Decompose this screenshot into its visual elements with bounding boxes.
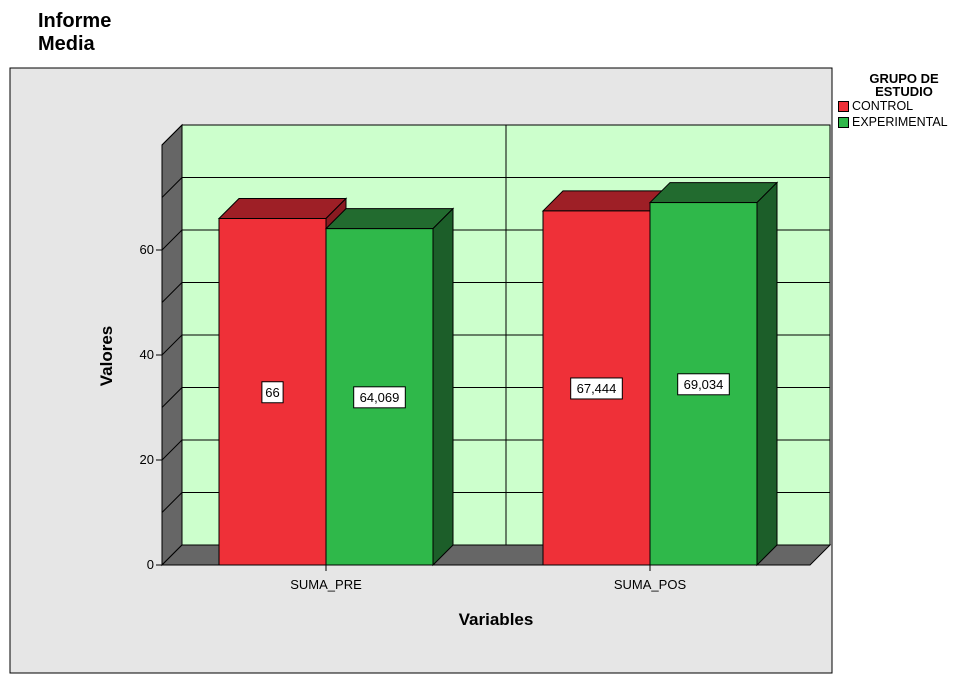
data-label-suma-pre-experimental: 64,069 [360, 390, 400, 405]
bar-top-suma-pre-control [217, 198, 348, 219]
x-axis-title: Variables [459, 610, 534, 629]
y-axis-title: Valores [97, 326, 116, 387]
legend-label-experimental: EXPERIMENTAL [852, 115, 948, 129]
legend-title-line1: GRUPO DE [869, 71, 939, 86]
gridline-side-minor-30 [161, 387, 183, 408]
gridline-side-minor-70 [161, 177, 183, 198]
page-title-line1: Informe [38, 10, 112, 32]
legend-item-experimental: EXPERIMENTAL [838, 114, 976, 130]
page-title-line2: Media [38, 33, 95, 55]
x-tick-label-suma-pos: SUMA_POS [614, 577, 687, 592]
y-tick-label: 20 [140, 452, 154, 467]
data-label-suma-pre-control: 66 [265, 385, 279, 400]
data-label-box-suma-pre-experimental [353, 386, 406, 409]
gridline-side-60 [161, 229, 183, 251]
legend-label-control: CONTROL [852, 99, 914, 113]
bar-top-suma-pos-experimental [648, 182, 779, 204]
x-tick-label-suma-pre: SUMA_PRE [290, 577, 362, 592]
page-title: Informe Media [38, 10, 111, 56]
y-tick-label: 60 [140, 242, 154, 257]
data-label-box-suma-pos-experimental [677, 373, 730, 396]
legend-swatch-experimental [838, 116, 849, 128]
data-label-suma-pos-experimental: 69,034 [684, 377, 724, 392]
legend-item-control: CONTROL [838, 98, 976, 114]
gridline-side-minor-10 [161, 492, 183, 513]
legend-swatch-control [838, 100, 849, 112]
gridline-side-40 [161, 334, 183, 356]
gridline-side-80 [161, 124, 183, 146]
bar-top-suma-pre-experimental [324, 208, 455, 230]
legend-title: GRUPO DE ESTUDIO [836, 72, 972, 98]
gridline-side-20 [161, 439, 183, 461]
bar-side-suma-pos-experimental [756, 181, 778, 567]
data-label-box-suma-pos-control [570, 377, 623, 400]
bar-side-suma-pre-experimental [432, 207, 454, 567]
y-tick-label: 40 [140, 347, 154, 362]
y-tick-label: 0 [147, 557, 154, 572]
data-label-box-suma-pre-control [261, 381, 284, 404]
gridline-side-minor-50 [161, 282, 183, 303]
legend: GRUPO DE ESTUDIO CONTROL EXPERIMENTAL [836, 72, 976, 130]
legend-title-line2: ESTUDIO [875, 84, 933, 99]
data-label-suma-pos-control: 67,444 [577, 381, 617, 396]
